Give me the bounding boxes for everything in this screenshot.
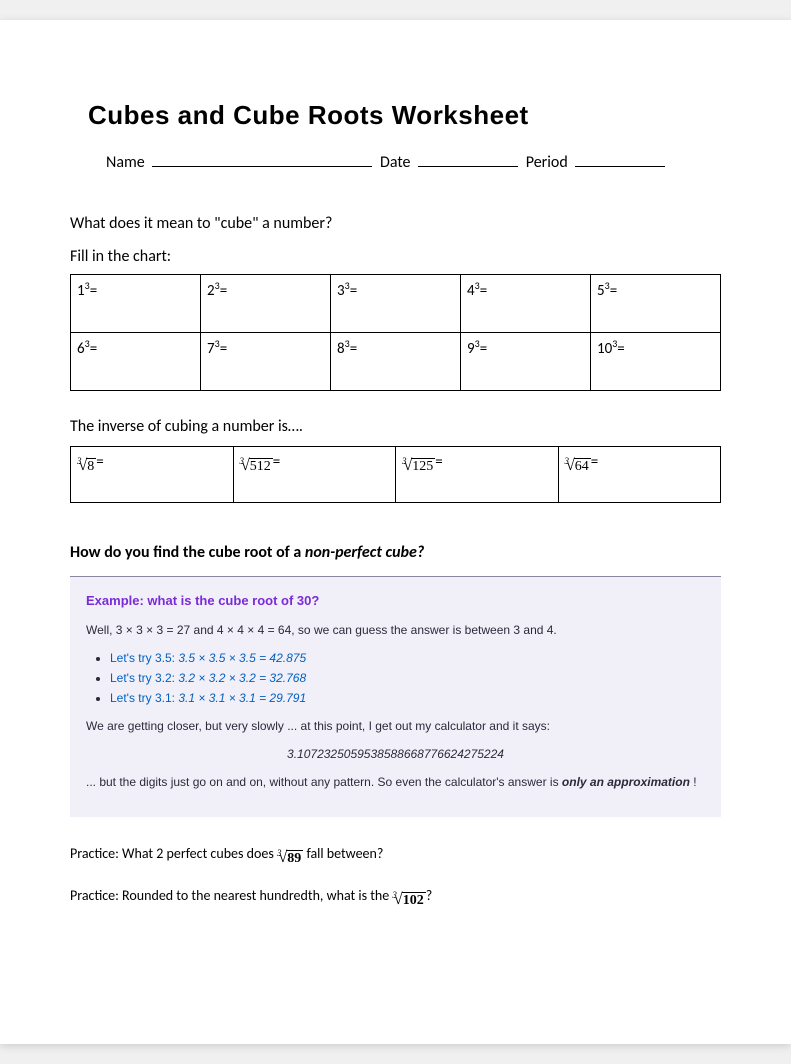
example-closer: We are getting closer, but very slowly .… — [86, 717, 705, 735]
date-label: Date — [380, 153, 411, 172]
nonperfect-em: non-perfect cube? — [305, 543, 424, 562]
example-try-item: Let's try 3.5: 3.5 × 3.5 × 3.5 = 42.875 — [110, 649, 705, 667]
cube-root-102: 3√102 — [392, 892, 425, 910]
name-blank[interactable] — [152, 166, 372, 167]
worksheet-page: Cubes and Cube Roots Worksheet Name Date… — [0, 20, 791, 1044]
root-index: 3 — [392, 890, 397, 900]
cubes-chart: 13=23=33=43=53= 63=73=83=93=103= — [70, 274, 721, 391]
cube-cell[interactable]: 13= — [71, 275, 201, 333]
example-try-item: Let's try 3.1: 3.1 × 3.1 × 3.1 = 29.791 — [110, 689, 705, 707]
example-tries-list: Let's try 3.5: 3.5 × 3.5 × 3.5 = 42.875 L… — [110, 649, 705, 707]
cube-cell[interactable]: 103= — [591, 333, 721, 391]
header-fields: Name Date Period — [106, 153, 721, 172]
cube-root-expr: 3√64 — [565, 458, 591, 476]
question-cube-meaning: What does it mean to "cube" a number? — [70, 214, 721, 233]
period-label: Period — [526, 153, 568, 172]
inverse-text: The inverse of cubing a number is…. — [70, 417, 721, 436]
practice2-before: Practice: Rounded to the nearest hundred… — [70, 887, 392, 904]
cube-cell[interactable]: 63= — [71, 333, 201, 391]
radicand-89: 89 — [286, 850, 303, 868]
example-try-item: Let's try 3.2: 3.2 × 3.2 × 3.2 = 32.768 — [110, 669, 705, 687]
cube-root-cell[interactable]: 3√8= — [71, 447, 234, 503]
radicand-102: 102 — [402, 892, 426, 910]
example-box: Example: what is the cube root of 30? We… — [70, 576, 721, 817]
cube-root-89: 3√89 — [277, 850, 303, 868]
cube-cell[interactable]: 53= — [591, 275, 721, 333]
practice1-before: Practice: What 2 perfect cubes does — [70, 845, 277, 862]
example-title: Example: what is the cube root of 30? — [86, 591, 705, 611]
date-blank[interactable] — [418, 166, 518, 167]
practice2-after: ? — [426, 887, 433, 904]
cube-roots-chart: 3√8=3√512=3√125=3√64= — [70, 446, 721, 503]
tail-bold: only an approximation — [562, 775, 690, 789]
example-long-number: 3.1072325059538588668776624275224 — [86, 745, 705, 763]
cube-root-expr: 3√125 — [402, 458, 435, 476]
practice-1: Practice: What 2 perfect cubes does 3√89… — [70, 845, 721, 868]
cube-cell[interactable]: 93= — [461, 333, 591, 391]
non-perfect-cube-question: How do you find the cube root of a non-p… — [70, 543, 721, 562]
cube-root-cell[interactable]: 3√64= — [558, 447, 721, 503]
cube-cell[interactable]: 83= — [331, 333, 461, 391]
tail-before: ... but the digits just go on and on, wi… — [86, 775, 562, 789]
root-index: 3 — [277, 848, 282, 858]
cube-root-expr: 3√512 — [240, 458, 273, 476]
practice1-after: fall between? — [303, 845, 383, 862]
name-label: Name — [106, 153, 145, 172]
cube-root-cell[interactable]: 3√512= — [233, 447, 396, 503]
page-title: Cubes and Cube Roots Worksheet — [88, 100, 721, 131]
example-intro: Well, 3 × 3 × 3 = 27 and 4 × 4 × 4 = 64,… — [86, 621, 705, 639]
cube-cell[interactable]: 73= — [201, 333, 331, 391]
example-tail: ... but the digits just go on and on, wi… — [86, 773, 705, 791]
cube-root-expr: 3√8 — [77, 458, 96, 476]
tail-after: ! — [690, 775, 697, 789]
cube-root-cell[interactable]: 3√125= — [396, 447, 559, 503]
practice-2: Practice: Rounded to the nearest hundred… — [70, 887, 721, 910]
cube-cell[interactable]: 43= — [461, 275, 591, 333]
cube-cell[interactable]: 23= — [201, 275, 331, 333]
cube-cell[interactable]: 33= — [331, 275, 461, 333]
nonperfect-prefix: How do you find the cube root of a — [70, 543, 305, 562]
fill-chart-label: Fill in the chart: — [70, 247, 721, 266]
period-blank[interactable] — [575, 166, 665, 167]
